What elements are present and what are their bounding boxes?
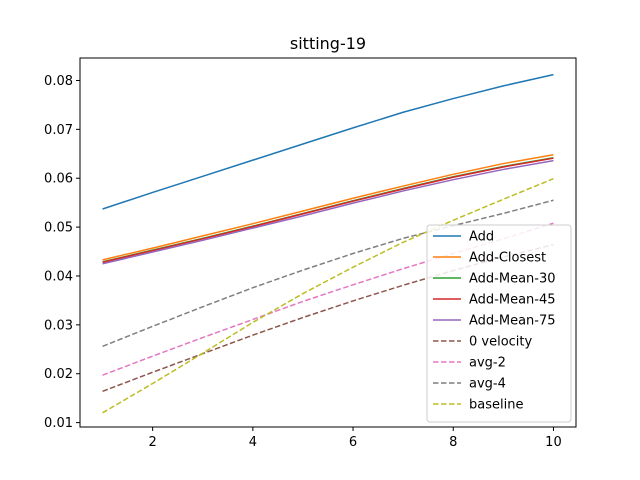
series-line-add-closest [102,154,554,261]
legend-label: Add-Mean-75 [469,314,556,329]
x-tick-label: 4 [249,435,257,450]
y-tick-label: 0.05 [44,221,73,236]
x-tick-label: 6 [349,435,357,450]
legend-label: Add-Mean-30 [469,272,556,287]
legend: Add Add-Closest Add-Mean-30 Add-Mean-45 Add-… [426,224,572,423]
x-tick-label: 8 [449,435,457,450]
y-tick-label: 0.07 [44,123,73,138]
series-line-add-mean-45 [102,157,554,264]
y-tick-label: 0.06 [44,172,73,187]
plot-frame [79,57,577,428]
legend-label: 0 velocity [469,335,533,350]
legend-label: Add-Closest [469,251,546,266]
y-tick-label: 0.01 [44,416,73,431]
chart-title: sitting-19 [290,34,366,53]
y-tick-label: 0.03 [44,318,73,333]
legend-label: avg-2 [469,356,506,371]
x-tick-label: 2 [149,435,157,450]
legend-box [426,224,572,423]
legend-label: Add [469,230,494,245]
y-tick-label: 0.02 [44,367,73,382]
series-line-add [102,73,554,210]
series-line-baseline [102,178,554,414]
y-tick-label: 0.08 [44,74,73,89]
legend-label: baseline [469,398,523,413]
x-tick-label: 10 [545,435,562,450]
legend-label: avg-4 [469,377,506,392]
legend-label: Add-Mean-45 [469,293,556,308]
series-line-add-mean-75 [102,159,554,265]
y-tick-label: 0.04 [44,269,73,284]
series-line-avg-4 [102,199,554,348]
x-axis: 2 4 6 8 10 [149,427,562,450]
y-axis: 0.01 0.02 0.03 0.04 0.05 0.06 0.07 0.08 [44,74,80,431]
